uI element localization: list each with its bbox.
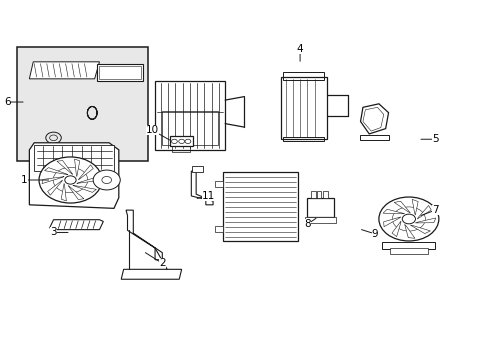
Text: 4: 4 [296,44,303,61]
Bar [283,138,324,141]
Polygon shape [121,269,181,279]
Text: 9: 9 [361,229,378,239]
Polygon shape [77,176,99,183]
Text: 5: 5 [420,134,438,144]
Circle shape [402,214,415,224]
Bar [359,135,388,140]
Polygon shape [50,220,103,230]
Text: 8: 8 [304,218,315,229]
Circle shape [39,157,102,203]
Bar [280,77,326,139]
FancyBboxPatch shape [45,106,67,120]
Text: 11: 11 [197,191,214,201]
Bar [192,166,203,172]
Polygon shape [382,209,404,214]
Bar [283,72,324,80]
Bar [172,146,190,152]
Bar [310,192,315,198]
Text: 6: 6 [4,97,23,107]
Polygon shape [29,143,119,208]
Polygon shape [78,165,93,180]
Polygon shape [73,185,96,192]
Bar [323,192,327,198]
Polygon shape [362,107,383,131]
Polygon shape [414,218,435,223]
Bar [34,145,114,171]
Polygon shape [411,199,417,215]
Circle shape [102,176,111,184]
Circle shape [378,197,438,241]
Polygon shape [44,168,68,175]
Polygon shape [360,104,388,134]
Polygon shape [68,185,84,199]
Polygon shape [416,206,430,219]
Polygon shape [57,161,73,175]
Bar [389,248,427,254]
Text: 10: 10 [146,125,169,140]
Polygon shape [404,224,414,238]
Polygon shape [42,177,64,184]
Polygon shape [61,183,66,201]
Bar [316,192,321,198]
Circle shape [93,170,120,190]
Bar [162,111,218,145]
Bar [307,198,333,217]
Bar [305,217,336,222]
Text: 3: 3 [50,228,68,238]
Circle shape [65,176,76,184]
Text: 2: 2 [145,253,165,268]
Text: 1: 1 [21,175,49,185]
Text: 7: 7 [420,205,438,215]
Bar [17,47,147,161]
Polygon shape [409,225,429,234]
Bar [99,66,140,79]
Bar [155,81,224,150]
Bar [382,242,435,249]
Bar [215,226,223,232]
Polygon shape [393,201,409,213]
Polygon shape [191,171,213,205]
Bar [169,136,192,146]
Polygon shape [29,62,99,79]
FancyBboxPatch shape [38,102,74,124]
Bar [223,172,297,241]
Polygon shape [383,217,400,227]
Polygon shape [47,180,62,195]
Polygon shape [391,221,400,237]
Bar [97,64,142,81]
Polygon shape [126,210,162,260]
Polygon shape [74,159,80,177]
Bar [215,181,223,187]
